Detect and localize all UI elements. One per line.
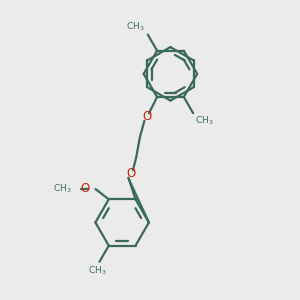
Text: CH$_3$: CH$_3$ xyxy=(88,265,107,277)
Text: CH$_3$: CH$_3$ xyxy=(126,20,145,33)
Text: O: O xyxy=(80,182,89,195)
Text: CH$_3$: CH$_3$ xyxy=(195,115,214,128)
Text: CH$_3$: CH$_3$ xyxy=(53,182,72,195)
Text: O: O xyxy=(142,110,151,123)
Text: O: O xyxy=(126,167,135,180)
